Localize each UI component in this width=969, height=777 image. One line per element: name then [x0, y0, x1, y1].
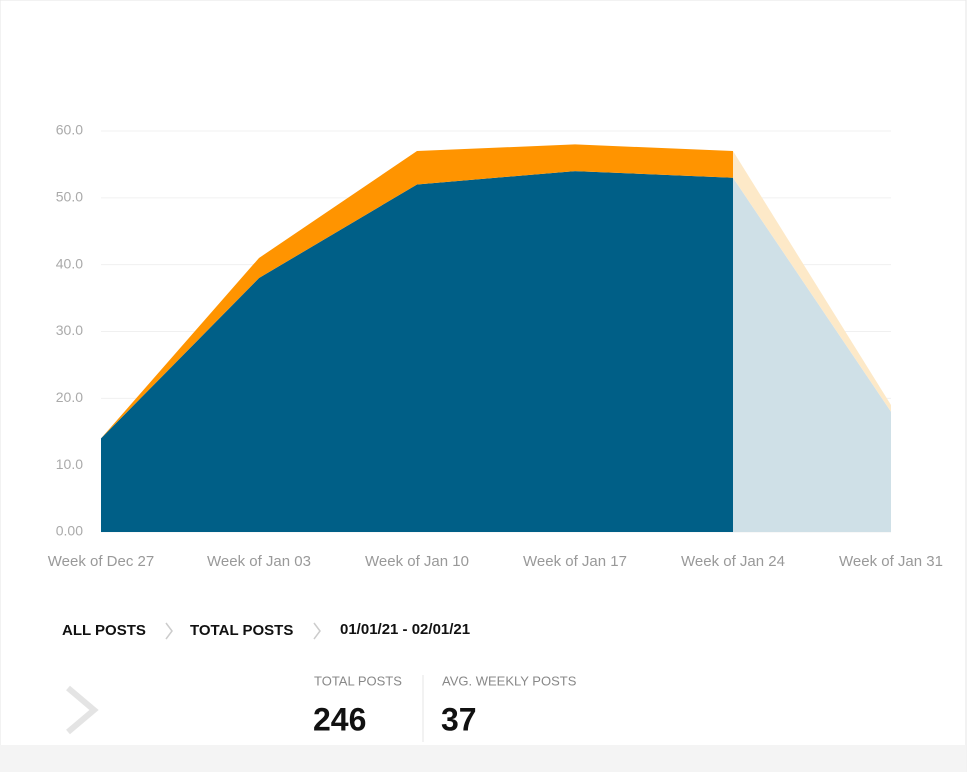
y-tick-label: 60.0 — [56, 122, 83, 138]
y-tick-label: 10.0 — [56, 456, 83, 472]
stat-value: 246 — [313, 701, 366, 737]
area — [101, 144, 733, 439]
breadcrumb[interactable]: ALL POSTS — [62, 622, 146, 639]
x-tick-label: Week of Jan 31 — [839, 553, 943, 570]
y-tick-label: 20.0 — [56, 389, 83, 405]
next-arrow[interactable] — [66, 685, 99, 735]
chevron — [165, 622, 173, 640]
y-tick-label: 40.0 — [56, 255, 83, 271]
x-tick-label: Week of Jan 17 — [523, 553, 627, 570]
area — [733, 177, 891, 533]
x-tick-label: Week of Dec 27 — [48, 553, 154, 570]
x-tick-label: Week of Jan 03 — [207, 553, 311, 570]
stat-label: TOTAL POSTS — [314, 673, 402, 688]
stat-value: 37 — [441, 701, 477, 737]
area — [101, 171, 733, 532]
x-tick-label: Week of Jan 24 — [681, 553, 785, 570]
area — [733, 151, 891, 412]
y-tick-label: 30.0 — [56, 322, 83, 338]
x-tick-label: Week of Jan 10 — [365, 553, 469, 570]
plot: 0.00 10.0 20.0 30.0 40.0 50.0 60.0 Week of Dec … — [48, 122, 943, 570]
footer-strip — [0, 745, 966, 772]
y-tick-label: 50.0 — [56, 189, 83, 205]
chevron — [313, 622, 321, 640]
stat-label: AVG. WEEKLY POSTS — [442, 673, 577, 688]
y-tick-label: 0.00 — [56, 523, 83, 539]
breadcrumb[interactable]: TOTAL POSTS — [190, 622, 293, 639]
breadcrumb: 01/01/21 - 02/01/21 — [340, 621, 470, 638]
